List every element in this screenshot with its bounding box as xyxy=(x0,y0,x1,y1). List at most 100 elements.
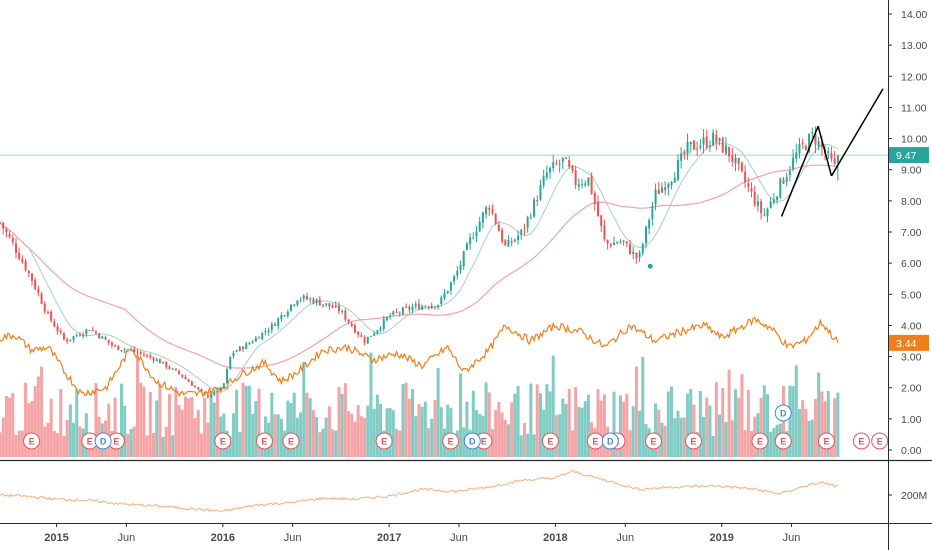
volume-bar xyxy=(247,385,251,457)
volume-bar xyxy=(804,409,808,457)
candle-body xyxy=(731,155,734,162)
candle-body xyxy=(376,330,379,334)
volume-bar xyxy=(183,396,187,457)
candle-body xyxy=(395,311,398,313)
comparison-value-tag xyxy=(889,334,929,351)
candle-body xyxy=(18,252,21,260)
earnings-badge[interactable] xyxy=(774,432,792,450)
dividend-badge[interactable] xyxy=(94,432,112,450)
candle-body xyxy=(683,151,686,155)
volume-bar xyxy=(772,427,776,457)
candle-body xyxy=(136,351,139,353)
candle-body xyxy=(328,303,331,307)
earnings-badge[interactable] xyxy=(442,432,460,450)
dividend-badge-letter: D xyxy=(469,437,476,447)
candle-body xyxy=(398,312,401,314)
candle-body xyxy=(827,151,830,153)
candle-body xyxy=(513,239,516,242)
volume-bar xyxy=(302,361,306,457)
candle-body xyxy=(654,189,657,205)
volume-bar xyxy=(363,418,367,457)
dividend-badge[interactable] xyxy=(463,432,481,450)
candle-body xyxy=(609,244,612,247)
volume-bar xyxy=(257,388,261,457)
dividend-badge[interactable] xyxy=(601,432,619,450)
trendline-segment[interactable] xyxy=(780,125,819,217)
earnings-badge[interactable] xyxy=(645,432,663,450)
volume-bar xyxy=(487,392,491,457)
volume-bar xyxy=(689,388,693,457)
volume-bar xyxy=(420,406,424,457)
candle-body xyxy=(638,252,641,258)
candle-body xyxy=(178,370,181,374)
candle-body xyxy=(417,303,420,310)
candle-body xyxy=(517,235,520,240)
earnings-badge[interactable] xyxy=(871,432,889,450)
candle-body xyxy=(558,163,561,165)
earnings-badge[interactable] xyxy=(282,432,300,450)
volume-bar xyxy=(24,382,28,457)
candle-body xyxy=(728,146,731,157)
price-tick-label: 14.00 xyxy=(901,9,927,21)
candle-body xyxy=(424,306,427,308)
volume-bar xyxy=(679,418,683,457)
volume-bar xyxy=(750,431,754,457)
candle-body xyxy=(392,311,395,315)
candle-body xyxy=(94,331,97,334)
earnings-badge[interactable] xyxy=(817,432,835,450)
price-tick-label: 3.00 xyxy=(901,352,922,364)
trendline-segment[interactable] xyxy=(830,88,884,177)
candle-body xyxy=(811,132,814,134)
earnings-badge[interactable] xyxy=(23,432,41,450)
time-tick-label: Jun xyxy=(284,532,302,544)
candle-body xyxy=(24,260,27,271)
earnings-badge[interactable] xyxy=(214,432,232,450)
earnings-badge[interactable] xyxy=(375,432,393,450)
earnings-badge[interactable] xyxy=(751,432,769,450)
volume-bar xyxy=(427,428,431,457)
candle-body xyxy=(587,177,590,185)
volume-bar xyxy=(276,414,280,457)
volume-bar xyxy=(510,402,514,457)
trendline-drawing[interactable] xyxy=(780,88,884,217)
volume-bar xyxy=(190,396,194,457)
volume-bar xyxy=(1,417,5,457)
candle-body xyxy=(373,333,376,336)
volume-bar xyxy=(823,401,827,457)
earnings-badge-letter: E xyxy=(780,437,786,447)
earnings-badge[interactable] xyxy=(684,432,702,450)
candle-body xyxy=(523,228,526,230)
volume-bar xyxy=(766,394,770,457)
earnings-badge[interactable] xyxy=(255,432,273,450)
earnings-badge[interactable] xyxy=(541,432,559,450)
dividend-badge-letter: D xyxy=(607,437,614,447)
volume-bar xyxy=(813,398,817,457)
earnings-badge[interactable] xyxy=(852,432,870,450)
volume-bar xyxy=(538,393,542,457)
candle-body xyxy=(315,299,318,303)
volume-bar xyxy=(347,411,351,457)
volume-bar xyxy=(27,403,31,457)
volume-bar xyxy=(129,428,133,457)
volume-bar xyxy=(586,394,590,457)
volume-bar xyxy=(75,389,79,457)
volume-bar xyxy=(730,420,734,457)
candle-body xyxy=(734,157,737,164)
volume-bar xyxy=(231,413,235,457)
candle-body xyxy=(162,361,165,364)
volume-bar xyxy=(657,409,661,457)
candle-body xyxy=(181,374,184,377)
volume-bar xyxy=(724,422,728,457)
candle-body xyxy=(21,259,24,263)
earnings-badge-letter: E xyxy=(592,437,598,447)
volume-bar xyxy=(343,383,347,457)
candle-body xyxy=(449,282,452,291)
volume-bar xyxy=(628,430,632,457)
candle-body xyxy=(363,337,366,343)
volume-bar xyxy=(359,416,363,457)
price-tick-label: 12.00 xyxy=(901,71,927,83)
dividend-badge[interactable] xyxy=(774,404,792,422)
trendline-segment[interactable] xyxy=(817,125,833,177)
